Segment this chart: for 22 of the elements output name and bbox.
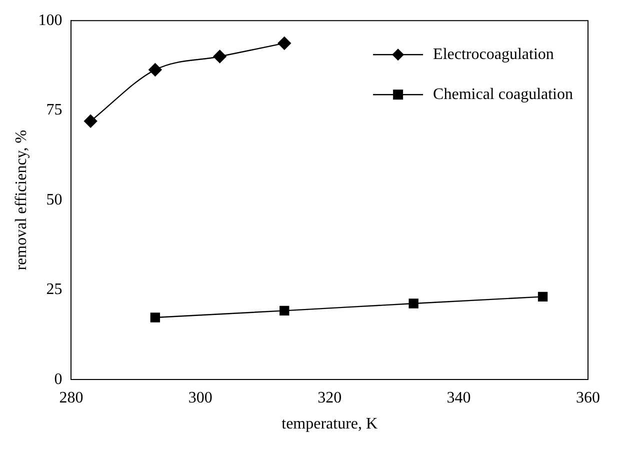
x-tick-label: 360 [576, 389, 600, 406]
y-tick-label: 100 [38, 12, 62, 29]
x-tick-label: 300 [188, 389, 212, 406]
point [213, 50, 226, 64]
point [278, 36, 291, 50]
y-axis-title: removal efficiency, % [12, 130, 30, 270]
y-tick-label: 50 [46, 191, 62, 208]
x-tick-label: 320 [318, 389, 342, 406]
point [408, 298, 418, 308]
point [150, 312, 160, 322]
y-tick-label: 75 [46, 102, 62, 119]
legend-label: Chemical coagulation [433, 86, 573, 103]
legend-label: Electrocoagulation [433, 46, 554, 63]
point [84, 114, 98, 128]
point [538, 292, 548, 302]
point [148, 63, 162, 76]
y-tick-label: 25 [46, 281, 62, 298]
y-tick-label: 0 [54, 370, 62, 388]
point [280, 306, 290, 316]
x-axis-title: temperature, K [282, 416, 378, 433]
x-tick-label: 280 [59, 389, 84, 406]
x-tick-label: 340 [446, 389, 471, 406]
